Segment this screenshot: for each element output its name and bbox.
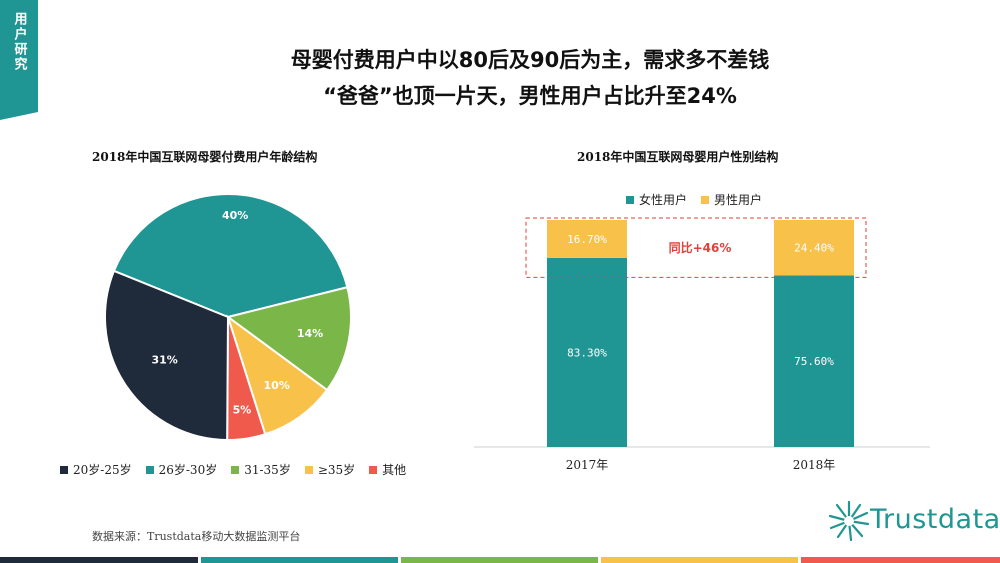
bar-category-label-1: 2018年 <box>793 458 836 472</box>
bar-legend-label-1: 男性用户 <box>714 193 763 207</box>
pie-legend: 20岁-25岁 26岁-30岁 31-35岁 ≥35岁 其他 <box>60 461 420 478</box>
pie-value-label-3: 10% <box>264 379 290 392</box>
bar-legend-label-0: 女性用户 <box>639 193 688 207</box>
pie-legend-item: 31-35岁 <box>231 461 291 478</box>
growth-highlight-box <box>525 217 867 278</box>
bar-legend-swatch-0 <box>626 195 634 204</box>
pie-legend-swatch-2 <box>231 465 240 474</box>
pie-legend-item: 其他 <box>369 461 406 478</box>
bar-legend-item: 男性用户 <box>701 191 762 208</box>
pie-slice-3 <box>226 314 329 436</box>
bar-value-label-female-0: 83.30% <box>567 346 607 359</box>
pie-slice-0 <box>104 269 230 442</box>
footer-bar-yellow <box>601 557 798 563</box>
headline-line-2: “爸爸”也顶一片天，男性用户占比升至24% <box>323 84 737 108</box>
bar-segment-female-1 <box>774 275 854 447</box>
footer-bar-teal <box>201 557 398 563</box>
pie-value-label-4: 5% <box>233 403 252 416</box>
pie-legend-swatch-1 <box>145 465 154 474</box>
bar-legend-swatch-1 <box>701 195 710 204</box>
pie-value-label-2: 14% <box>297 327 323 340</box>
pie-legend-item: ≥35岁 <box>304 461 356 478</box>
pie-slice-1 <box>112 193 349 319</box>
pie-legend-item: 20岁-25岁 <box>60 461 132 478</box>
headline-line-1: 母婴付费用户中以80后及90后为主，需求多不差钱 <box>290 48 770 72</box>
footer-bar-red <box>801 557 1000 563</box>
pie-legend-label-3: ≥35岁 <box>317 463 356 477</box>
logo-text: Trustdata <box>870 504 1000 535</box>
pie-legend-label-1: 26岁-30岁 <box>158 463 218 477</box>
pie-legend-item: 26岁-30岁 <box>145 461 218 478</box>
pie-legend-swatch-4 <box>369 465 378 474</box>
pie-legend-label-4: 其他 <box>382 463 407 477</box>
source-note: 数据来源：Trustdata移动大数据监测平台 <box>92 530 301 543</box>
bar-value-label-male-0: 16.70% <box>567 233 607 246</box>
pie-legend-swatch-3 <box>304 465 313 474</box>
side-tab-label: 用户研究 <box>11 12 27 72</box>
bar-category-label-0: 2017年 <box>566 458 609 472</box>
side-tab: 用户研究 <box>0 0 38 120</box>
bar-segment-male-1 <box>774 220 854 276</box>
bar-value-label-female-1: 75.60% <box>794 355 834 368</box>
bar-legend-item: 女性用户 <box>626 191 687 208</box>
bar-segment-female-0 <box>547 257 627 447</box>
bar-value-label-male-1: 24.40% <box>794 242 834 255</box>
pie-value-label-0: 31% <box>151 353 177 366</box>
pie-legend-swatch-0 <box>60 465 68 474</box>
bar-segment-male-0 <box>547 220 627 258</box>
starburst-logo-icon <box>828 500 870 542</box>
pie-chart-title: 2018年中国互联网母婴付费用户年龄结构 <box>92 150 318 164</box>
pie-legend-label-2: 31-35岁 <box>244 463 291 477</box>
bar-legend: 女性用户 男性用户 <box>626 191 776 208</box>
pie-slice-2 <box>225 286 352 392</box>
trustdata-logo: Trustdata <box>826 498 1000 544</box>
growth-annotation: 同比+46% <box>669 240 732 255</box>
pie-legend-label-0: 20岁-25岁 <box>73 463 132 477</box>
footer-bar-navy <box>0 557 198 563</box>
pie-value-label-1: 40% <box>222 209 248 222</box>
footer-bar-green <box>401 557 598 563</box>
bar-chart-title: 2018年中国互联网母婴用户性别结构 <box>577 150 779 164</box>
